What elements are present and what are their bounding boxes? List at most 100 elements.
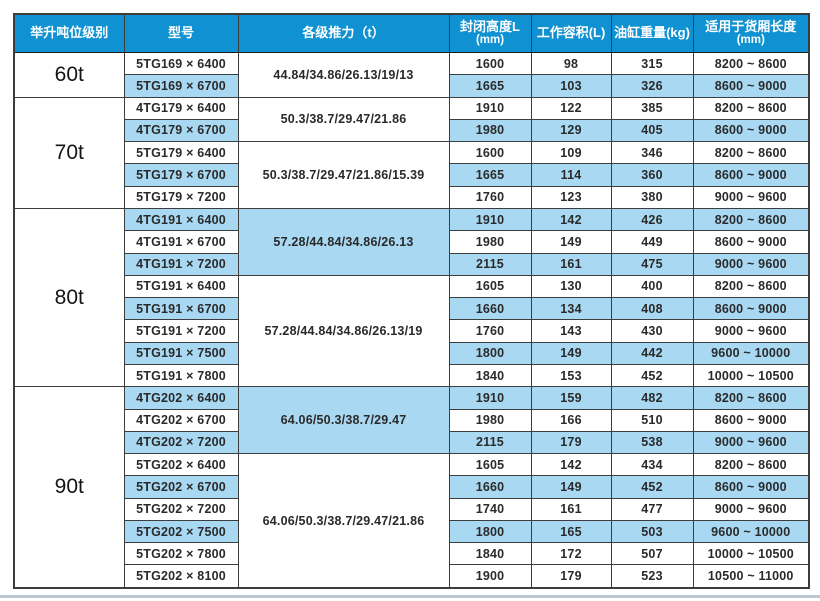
closed-height-cell: 1665 — [448, 163, 532, 187]
thrust-cell: 64.06/50.3/38.7/29.47/21.86 — [237, 453, 450, 589]
model-cell: 5TG169 × 6400 — [123, 51, 239, 76]
table-row: 5TG191 × 7500 1800 149 442 9600 ~ 10000 — [14, 341, 810, 365]
header-box-length-unit: (mm) — [736, 34, 765, 47]
working-volume-cell: 165 — [530, 519, 612, 544]
closed-height-cell: 1760 — [448, 185, 532, 209]
working-volume-cell: 142 — [530, 207, 612, 232]
box-length-cell: 9000 ~ 9600 — [692, 185, 810, 209]
table-body: 60t 5TG169 × 6400 44.84/34.86/26.13/19/13 1… — [13, 51, 810, 589]
cylinder-weight-cell: 385 — [610, 96, 694, 120]
header-closed-height: 封闭高度L (mm) — [448, 13, 532, 53]
cylinder-weight-cell: 380 — [610, 185, 694, 209]
cylinder-weight-cell: 442 — [610, 341, 694, 365]
closed-height-cell: 1980 — [448, 118, 532, 143]
table-row: 5TG179 × 6700 1665 114 360 8600 ~ 9000 — [14, 163, 810, 187]
cylinder-weight-cell: 475 — [610, 252, 694, 276]
closed-height-cell: 1600 — [448, 51, 532, 76]
closed-height-cell: 1910 — [448, 207, 532, 232]
cylinder-weight-cell: 346 — [610, 141, 694, 165]
working-volume-cell: 103 — [530, 74, 612, 98]
box-length-cell: 9000 ~ 9600 — [692, 430, 810, 455]
model-cell: 5TG202 × 7800 — [123, 542, 239, 566]
model-cell: 5TG179 × 7200 — [123, 185, 239, 209]
thrust-cell: 50.3/38.7/29.47/21.86 — [237, 96, 450, 143]
working-volume-cell: 179 — [530, 430, 612, 455]
header-working-volume-label: 工作容积(L) — [536, 25, 606, 41]
header-cylinder-weight: 油缸重量(kg) — [610, 13, 694, 53]
header-tonnage-class-label: 举升吨位级别 — [30, 25, 109, 41]
model-cell: 5TG179 × 6400 — [123, 141, 239, 165]
thrust-cell: 57.28/44.84/34.86/26.13 — [237, 207, 450, 276]
cylinder-weight-cell: 507 — [610, 542, 694, 566]
box-length-cell: 8200 ~ 8600 — [692, 453, 810, 477]
cylinder-weight-cell: 400 — [610, 274, 694, 299]
box-length-cell: 9000 ~ 9600 — [692, 319, 810, 343]
table-row: 5TG202 × 7500 1800 165 503 9600 ~ 10000 — [14, 519, 810, 544]
closed-height-cell: 1980 — [448, 408, 532, 432]
box-length-cell: 9000 ~ 9600 — [692, 497, 810, 521]
working-volume-cell: 166 — [530, 408, 612, 432]
table-header-row: 举升吨位级别 型号 各级推力（t） 封闭高度L (mm) 工作容积(L) 油缸重量(kg) 适… — [13, 13, 810, 53]
model-cell: 4TG202 × 6700 — [123, 408, 239, 432]
box-length-cell: 10000 ~ 10500 — [692, 363, 810, 388]
box-length-cell: 9000 ~ 9600 — [692, 252, 810, 276]
header-working-volume: 工作容积(L) — [530, 13, 612, 53]
cylinder-weight-cell: 503 — [610, 519, 694, 544]
closed-height-cell: 1600 — [448, 141, 532, 165]
table-row: 4TG191 × 6700 1980 149 449 8600 ~ 9000 — [14, 230, 810, 254]
model-cell: 5TG202 × 7200 — [123, 497, 239, 521]
working-volume-cell: 161 — [530, 252, 612, 276]
working-volume-cell: 161 — [530, 497, 612, 521]
thrust-cell: 57.28/44.84/34.86/26.13/19 — [237, 274, 450, 388]
table-row: 5TG169 × 6700 1665 103 326 8600 ~ 9000 — [14, 74, 810, 98]
model-cell: 5TG179 × 6700 — [123, 163, 239, 187]
cylinder-weight-cell: 426 — [610, 207, 694, 232]
header-box-length: 适用于货厢长度 (mm) — [692, 13, 810, 53]
cylinder-weight-cell: 538 — [610, 430, 694, 455]
tonnage-cell: 70t — [13, 96, 125, 209]
box-length-cell: 9600 ~ 10000 — [692, 519, 810, 544]
working-volume-cell: 179 — [530, 564, 612, 589]
box-length-cell: 8200 ~ 8600 — [692, 141, 810, 165]
closed-height-cell: 1980 — [448, 230, 532, 254]
header-tonnage-class: 举升吨位级别 — [13, 13, 125, 53]
box-length-cell: 8200 ~ 8600 — [692, 207, 810, 232]
working-volume-cell: 153 — [530, 363, 612, 388]
closed-height-cell: 1800 — [448, 519, 532, 544]
table-row: 5TG202 × 7800 1840 172 507 10000 ~ 10500 — [14, 542, 810, 566]
working-volume-cell: 142 — [530, 453, 612, 477]
cylinder-weight-cell: 523 — [610, 564, 694, 589]
cylinder-weight-cell: 408 — [610, 297, 694, 321]
model-cell: 5TG191 × 6400 — [123, 274, 239, 299]
model-cell: 5TG191 × 7500 — [123, 341, 239, 365]
table-row: 4TG191 × 7200 2115 161 475 9000 ~ 9600 — [14, 252, 810, 276]
table-row: 5TG191 × 6700 1660 134 408 8600 ~ 9000 — [14, 297, 810, 321]
tonnage-cell: 60t — [13, 52, 125, 98]
closed-height-cell: 1665 — [448, 74, 532, 98]
tonnage-cell: 90t — [13, 386, 125, 589]
header-closed-height-unit: (mm) — [475, 34, 505, 47]
table-row: 80t 4TG191 × 6400 57.28/44.84/34.86/26.13 1… — [13, 207, 810, 388]
model-cell: 5TG202 × 8100 — [123, 564, 239, 589]
table-row: 5TG202 × 6400 64.06/50.3/38.7/29.47/21.86… — [14, 453, 810, 589]
header-thrust-label: 各级推力（t） — [302, 25, 385, 41]
cylinder-weight-cell: 326 — [610, 74, 694, 98]
box-length-cell: 8200 ~ 8600 — [692, 51, 810, 76]
header-cylinder-weight-label: 油缸重量(kg) — [614, 25, 690, 41]
box-length-cell: 10500 ~ 11000 — [692, 564, 810, 589]
header-model-label: 型号 — [167, 25, 194, 41]
table-row: 70t 4TG179 × 6400 50.3/38.7/29.47/21.86 191… — [13, 96, 810, 209]
working-volume-cell: 172 — [530, 542, 612, 566]
table-row: 5TG202 × 8100 1900 179 523 10500 ~ 11000 — [14, 564, 810, 589]
box-length-cell: 8600 ~ 9000 — [692, 297, 810, 321]
table-row: 60t 5TG169 × 6400 44.84/34.86/26.13/19/13 1… — [13, 51, 810, 98]
box-length-cell: 9600 ~ 10000 — [692, 341, 810, 365]
closed-height-cell: 1605 — [448, 274, 532, 299]
closed-height-cell: 1910 — [448, 386, 532, 410]
working-volume-cell: 122 — [530, 96, 612, 120]
cylinder-weight-cell: 360 — [610, 163, 694, 187]
model-cell: 4TG191 × 6700 — [123, 230, 239, 254]
box-length-cell: 8600 ~ 9000 — [692, 230, 810, 254]
tonnage-cell: 80t — [13, 207, 125, 388]
model-cell: 5TG202 × 6700 — [123, 475, 239, 499]
